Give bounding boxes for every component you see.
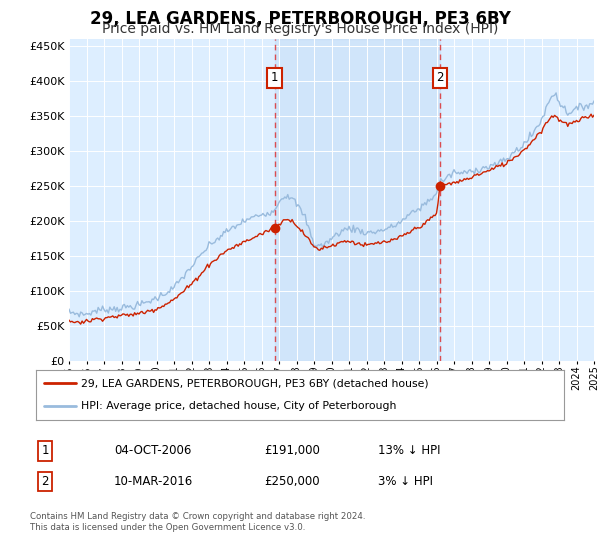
Text: £250,000: £250,000 xyxy=(264,475,320,488)
Text: 2: 2 xyxy=(41,475,49,488)
Text: HPI: Average price, detached house, City of Peterborough: HPI: Average price, detached house, City… xyxy=(81,402,396,412)
Text: 13% ↓ HPI: 13% ↓ HPI xyxy=(378,444,440,458)
Text: 29, LEA GARDENS, PETERBOROUGH, PE3 6BY: 29, LEA GARDENS, PETERBOROUGH, PE3 6BY xyxy=(89,10,511,28)
Text: £191,000: £191,000 xyxy=(264,444,320,458)
Text: Price paid vs. HM Land Registry's House Price Index (HPI): Price paid vs. HM Land Registry's House … xyxy=(102,22,498,36)
Text: 10-MAR-2016: 10-MAR-2016 xyxy=(114,475,193,488)
Text: 04-OCT-2006: 04-OCT-2006 xyxy=(114,444,191,458)
Text: 29, LEA GARDENS, PETERBOROUGH, PE3 6BY (detached house): 29, LEA GARDENS, PETERBOROUGH, PE3 6BY (… xyxy=(81,378,428,388)
Text: 3% ↓ HPI: 3% ↓ HPI xyxy=(378,475,433,488)
Text: Contains HM Land Registry data © Crown copyright and database right 2024.
This d: Contains HM Land Registry data © Crown c… xyxy=(30,512,365,532)
Text: 1: 1 xyxy=(271,71,278,84)
Text: 1: 1 xyxy=(41,444,49,458)
Bar xyxy=(275,39,440,361)
Text: 2: 2 xyxy=(436,71,444,84)
